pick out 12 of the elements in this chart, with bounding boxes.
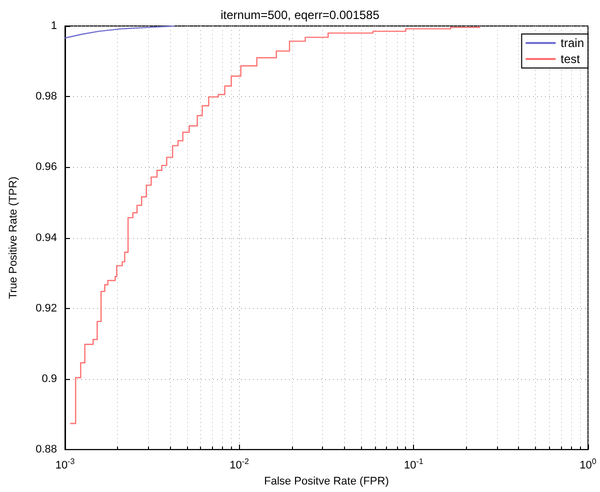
y-tick-label: 0.9 <box>42 373 57 385</box>
y-axis-title: True Positive Rate (TPR) <box>8 176 20 300</box>
chart-title: iternum=500, eqerr=0.001585 <box>220 8 380 22</box>
y-tick-label: 0.92 <box>36 302 57 314</box>
y-tick-label: 0.98 <box>36 90 57 103</box>
legend-label: train <box>560 36 584 50</box>
legend-label: test <box>560 52 581 66</box>
y-tick-label: 1 <box>50 20 57 32</box>
y-tick-label: 0.94 <box>36 232 57 244</box>
x-axis-title: False Positve Rate (FPR) <box>264 476 389 488</box>
y-tick-label: 0.96 <box>36 161 57 174</box>
y-tick-label: 0.88 <box>36 444 57 456</box>
